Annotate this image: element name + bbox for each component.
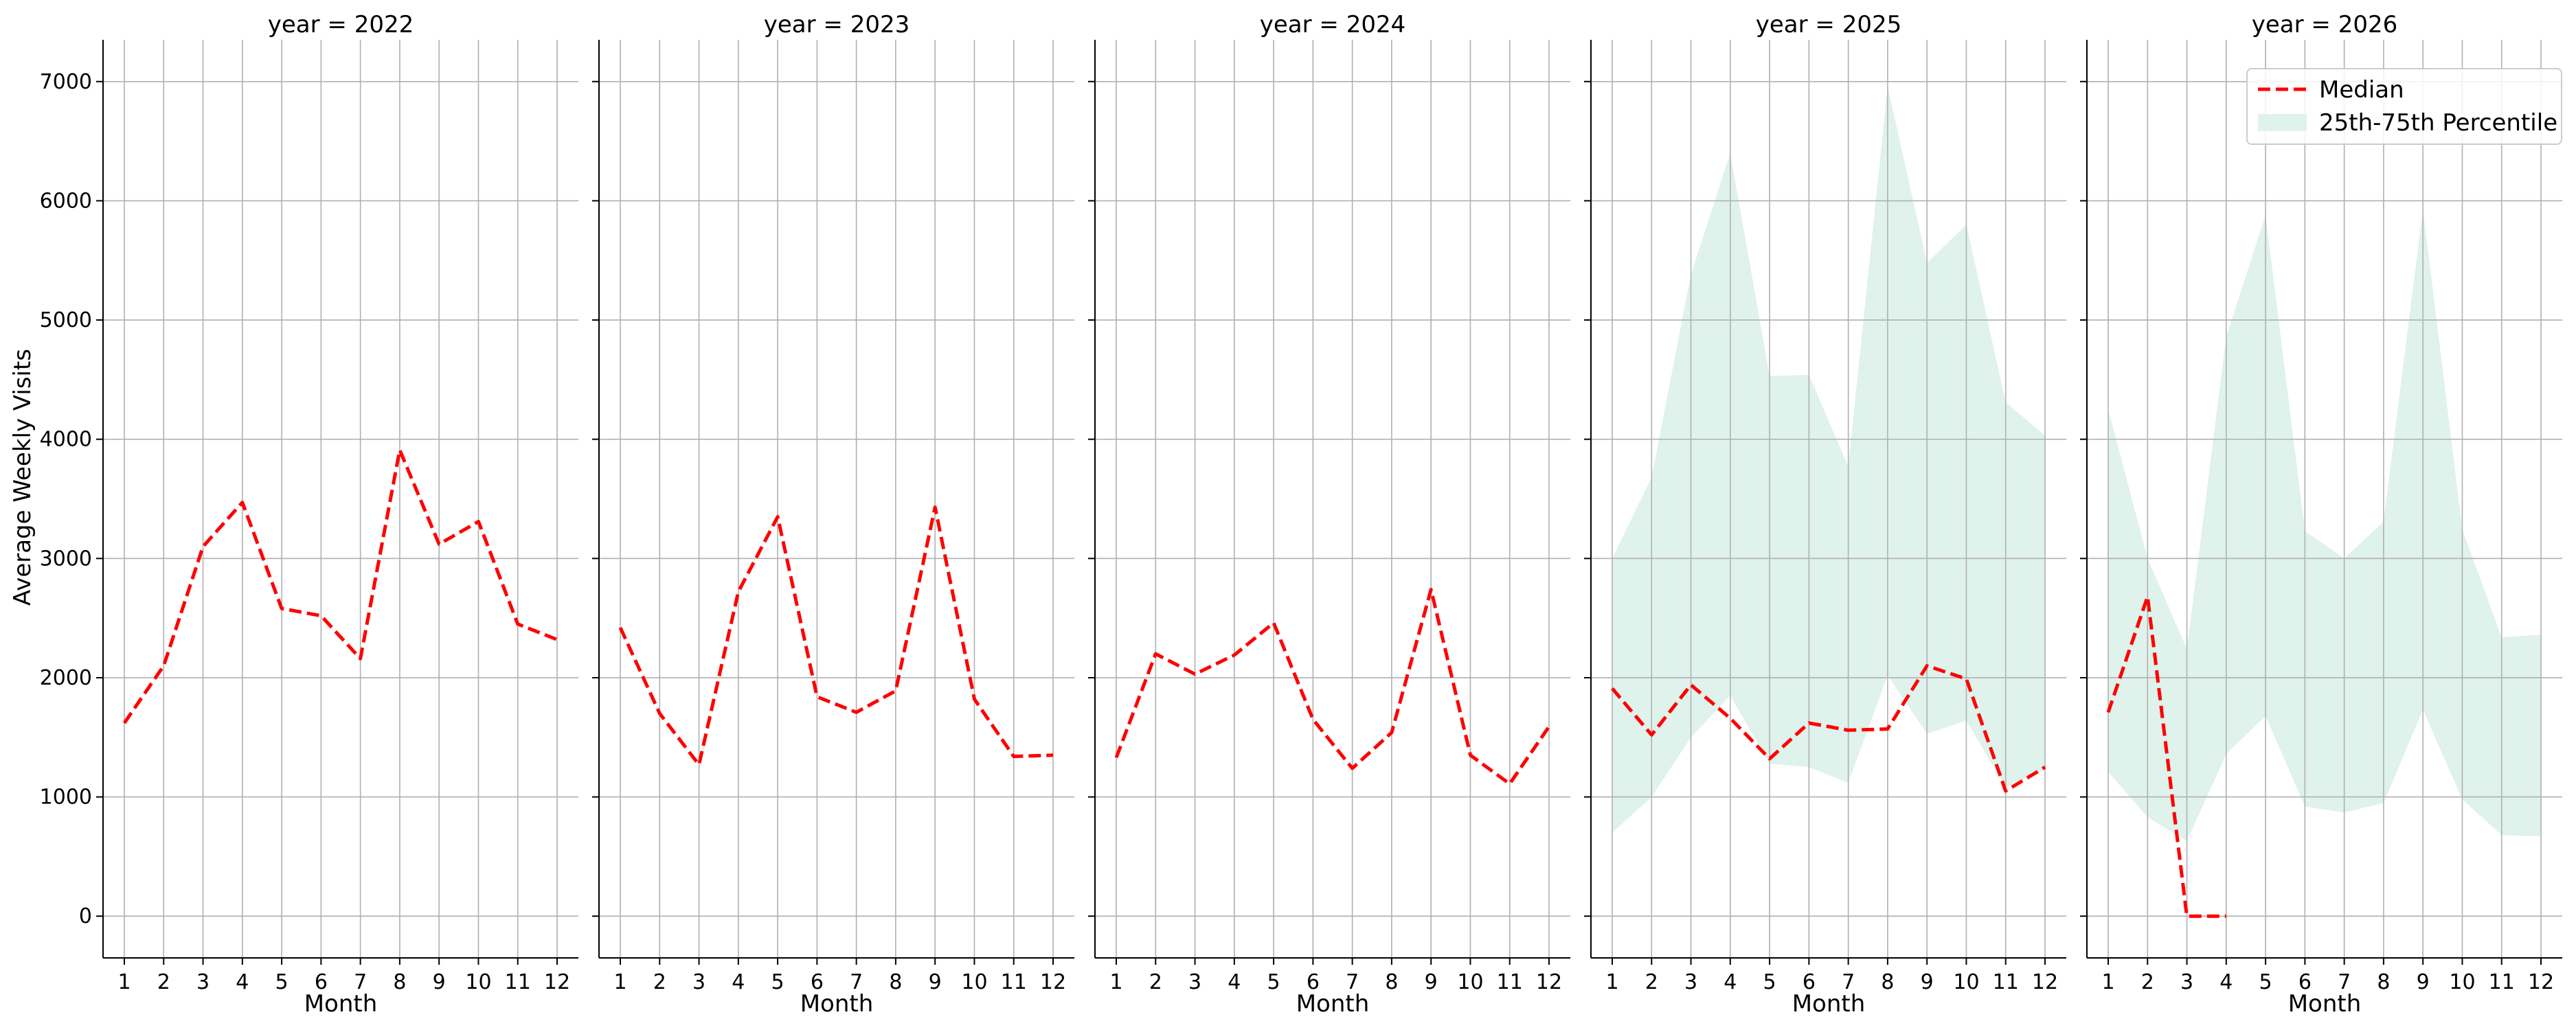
y-tick-label: 7000	[40, 70, 92, 94]
x-axis-label: Month	[1296, 990, 1370, 1018]
x-tick-label: 3	[196, 970, 210, 994]
facet-title: year = 2023	[764, 11, 909, 38]
x-tick-label: 10	[961, 970, 987, 994]
x-tick-label: 5	[275, 970, 289, 994]
x-tick-label: 9	[1425, 970, 1438, 994]
x-tick-label: 2	[2141, 970, 2154, 994]
median-line	[1611, 664, 2046, 793]
x-tick-label: 6	[811, 970, 824, 994]
x-tick-label: 9	[433, 970, 446, 994]
x-tick-label: 7	[2338, 970, 2351, 994]
x-tick-label: 6	[1307, 970, 1320, 994]
legend-frame	[2246, 68, 2562, 145]
x-tick-label: 7	[1842, 970, 1855, 994]
x-tick-label: 11	[505, 970, 531, 994]
legend-band-swatch	[2258, 114, 2307, 131]
y-axis-label: Average Weekly Visits	[9, 349, 36, 606]
x-tick-label: 4	[236, 970, 249, 994]
y-tick-label: 5000	[40, 308, 92, 332]
y-tick-label: 4000	[40, 428, 92, 452]
x-tick-label: 8	[889, 970, 902, 994]
median-line	[2106, 595, 2226, 918]
x-tick-label: 4	[732, 970, 745, 994]
median-line	[122, 448, 558, 724]
x-tick-label: 6	[315, 970, 328, 994]
percentile-band	[2108, 209, 2541, 841]
x-axis-label: Month	[800, 990, 874, 1018]
x-axis-label: Month	[1792, 990, 1866, 1018]
x-tick-label: 11	[2489, 970, 2515, 994]
x-tick-label: 2	[1645, 970, 1658, 994]
x-tick-label: 3	[1188, 970, 1201, 994]
x-tick-label: 1	[117, 970, 131, 994]
x-tick-label: 2	[1149, 970, 1162, 994]
x-tick-label: 8	[2377, 970, 2390, 994]
x-tick-label: 9	[2417, 970, 2430, 994]
y-tick-label: 6000	[40, 189, 92, 213]
x-tick-label: 4	[2219, 970, 2233, 994]
x-tick-label: 9	[1921, 970, 1934, 994]
x-tick-label: 12	[1536, 970, 1562, 994]
x-tick-label: 10	[1953, 970, 1979, 994]
x-tick-label: 5	[1763, 970, 1776, 994]
x-tick-label: 8	[1881, 970, 1894, 994]
y-tick-label: 0	[79, 904, 92, 928]
x-tick-label: 6	[2298, 970, 2312, 994]
x-tick-label: 6	[1803, 970, 1816, 994]
x-tick-label: 3	[2180, 970, 2193, 994]
x-tick-label: 7	[1346, 970, 1359, 994]
x-tick-label: 1	[2101, 970, 2114, 994]
facet-title: year = 2026	[2252, 11, 2397, 38]
x-tick-label: 5	[1267, 970, 1280, 994]
y-tick-label: 2000	[40, 666, 92, 690]
legend-median-label: Median	[2319, 76, 2404, 104]
x-tick-label: 11	[1001, 970, 1027, 994]
x-axis-label: Month	[2288, 990, 2362, 1018]
x-tick-label: 12	[544, 970, 570, 994]
x-tick-label: 12	[2528, 970, 2554, 994]
x-tick-label: 7	[850, 970, 863, 994]
x-tick-label: 11	[1497, 970, 1523, 994]
x-tick-label: 7	[354, 970, 367, 994]
x-tick-label: 1	[1109, 970, 1122, 994]
facet-title: year = 2025	[1756, 11, 1901, 38]
median-line	[1114, 588, 1551, 786]
x-tick-label: 4	[1724, 970, 1737, 994]
x-axis-label: Month	[304, 990, 378, 1018]
x-tick-label: 12	[1040, 970, 1066, 994]
x-tick-label: 5	[771, 970, 784, 994]
y-tick-label: 3000	[40, 547, 92, 571]
x-tick-label: 9	[929, 970, 942, 994]
median-line	[618, 505, 1054, 767]
x-tick-label: 11	[1993, 970, 2019, 994]
facet-title: year = 2022	[268, 11, 414, 38]
x-tick-label: 4	[1228, 970, 1241, 994]
x-tick-label: 8	[393, 970, 406, 994]
x-tick-label: 2	[157, 970, 170, 994]
x-tick-label: 1	[613, 970, 626, 994]
x-tick-label: 1	[1605, 970, 1618, 994]
facet-title: year = 2024	[1260, 11, 1405, 38]
legend-band-label: 25th-75th Percentile	[2319, 109, 2557, 137]
x-tick-label: 3	[1684, 970, 1697, 994]
legend: Median 25th-75th Percentile	[2246, 68, 2562, 145]
x-tick-label: 3	[692, 970, 705, 994]
x-tick-label: 10	[1457, 970, 1483, 994]
y-tick-label: 1000	[40, 786, 92, 810]
x-tick-label: 10	[2449, 970, 2475, 994]
x-tick-label: 10	[465, 970, 491, 994]
x-tick-label: 12	[2032, 970, 2058, 994]
x-tick-label: 5	[2259, 970, 2272, 994]
percentile-band	[1612, 86, 2045, 833]
x-tick-label: 8	[1385, 970, 1398, 994]
x-tick-label: 2	[653, 970, 666, 994]
